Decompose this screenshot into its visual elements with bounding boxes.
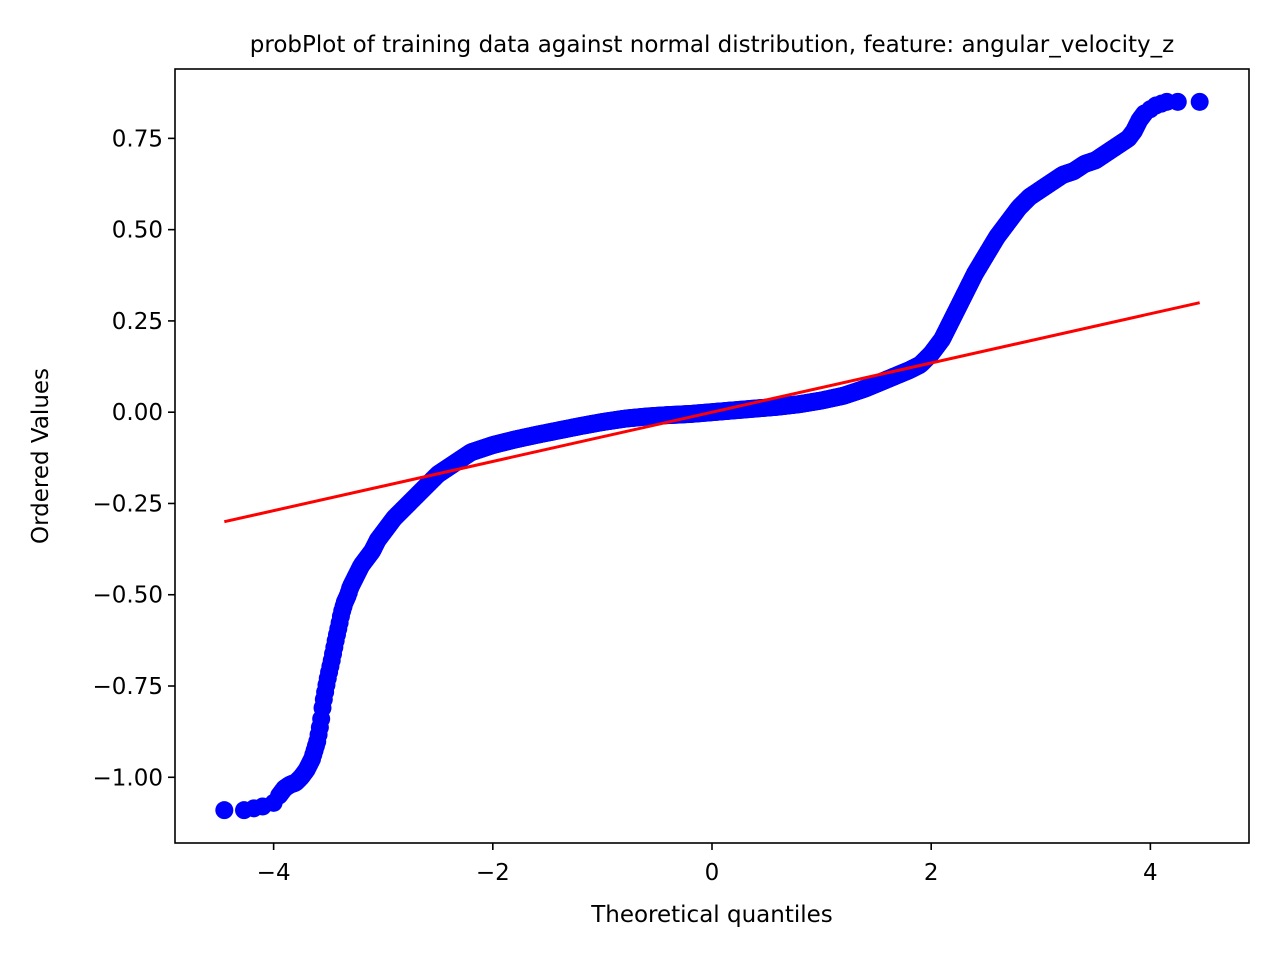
y-tick-label: 0.50 <box>112 218 163 244</box>
fit-line <box>223 301 1201 524</box>
y-tick-label: −0.25 <box>93 491 163 517</box>
y-axis-title: Ordered Values <box>28 368 54 544</box>
chart-title: probPlot of training data against normal… <box>250 32 1174 58</box>
x-tick-label: −2 <box>476 860 510 886</box>
axes: −4 −2 0 2 4 −1.00 −0.75 −0.50 −0.25 0.00 0.25 0.50 0… <box>93 68 1250 886</box>
data-point <box>215 801 234 820</box>
y-tick-label: 0.75 <box>112 126 163 152</box>
data-points <box>215 92 1209 820</box>
data-point <box>264 793 283 812</box>
y-tick-label: −0.75 <box>93 674 163 700</box>
plot-area <box>215 92 1209 820</box>
data-point <box>1168 92 1187 111</box>
x-tick-label: 0 <box>705 860 720 886</box>
x-tick-label: 2 <box>924 860 939 886</box>
y-tick-label: 0.00 <box>112 400 163 426</box>
y-tick-label: −1.00 <box>93 765 163 791</box>
x-tick-label: −4 <box>257 860 291 886</box>
x-axis-title: Theoretical quantiles <box>590 902 833 928</box>
x-tick-label: 4 <box>1143 860 1158 886</box>
plot-frame <box>174 68 1250 844</box>
y-tick-label: −0.50 <box>93 583 163 609</box>
data-point <box>1190 92 1209 111</box>
y-tick-label: 0.25 <box>112 309 163 335</box>
